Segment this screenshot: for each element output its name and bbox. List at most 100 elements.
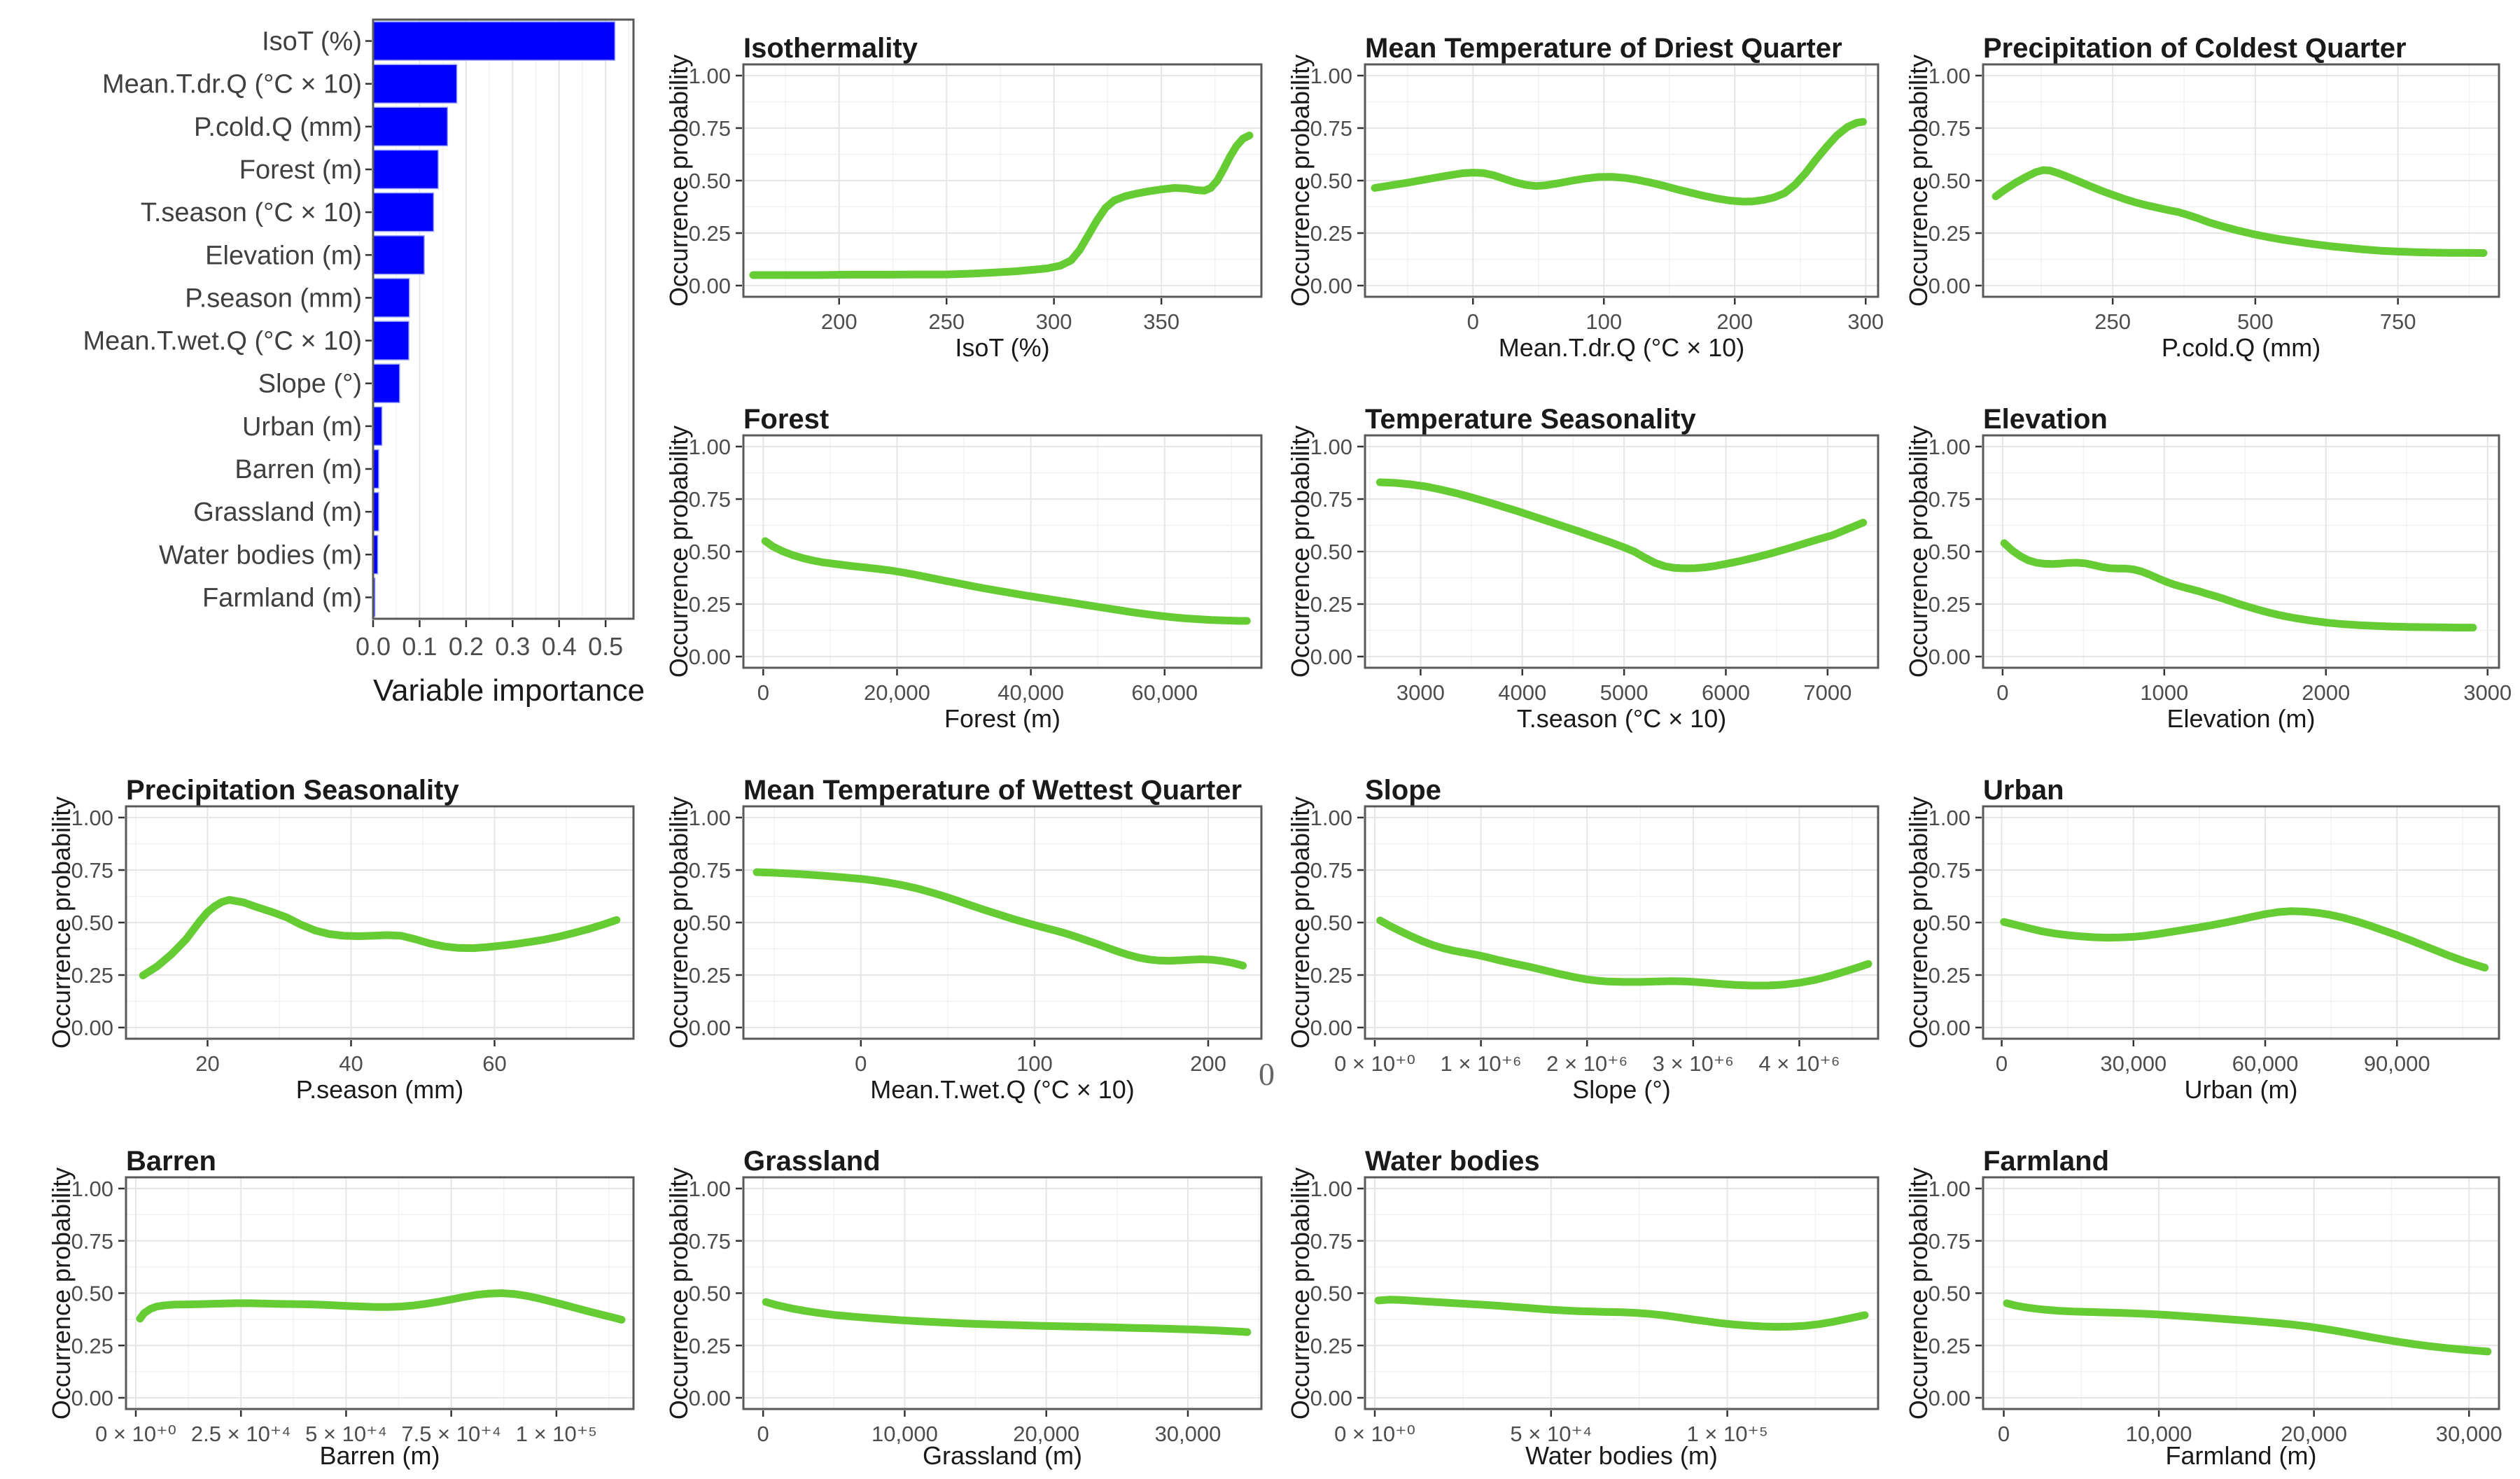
svg-text:Farmland (m): Farmland (m) bbox=[202, 583, 362, 612]
svg-text:0.75: 0.75 bbox=[1310, 116, 1352, 141]
svg-text:0.50: 0.50 bbox=[689, 1282, 731, 1306]
svg-text:90,000: 90,000 bbox=[2364, 1051, 2430, 1076]
svg-text:20,000: 20,000 bbox=[864, 680, 930, 705]
y-axis-title: Occurrence probability bbox=[1286, 425, 1315, 678]
svg-text:0.50: 0.50 bbox=[71, 1282, 113, 1306]
svg-text:0.00: 0.00 bbox=[1310, 1386, 1352, 1410]
svg-text:0.50: 0.50 bbox=[71, 911, 113, 935]
svg-text:0.00: 0.00 bbox=[71, 1016, 113, 1040]
svg-text:0.25: 0.25 bbox=[1310, 592, 1352, 617]
svg-text:0.75: 0.75 bbox=[1310, 858, 1352, 883]
svg-text:60,000: 60,000 bbox=[1131, 680, 1198, 705]
svg-text:0.25: 0.25 bbox=[1310, 963, 1352, 988]
svg-text:T.season (°C × 10): T.season (°C × 10) bbox=[141, 198, 362, 227]
panel-mean-t-driest: Mean Temperature of Driest Quarter Occur… bbox=[1286, 0, 1890, 371]
svg-text:10,000: 10,000 bbox=[2126, 1422, 2192, 1446]
svg-text:4000: 4000 bbox=[1498, 680, 1546, 705]
y-axis-title: Occurrence probability bbox=[1904, 425, 1933, 678]
panel-p-season: Precipitation Seasonality Occurrence pro… bbox=[42, 742, 665, 1113]
svg-text:0.00: 0.00 bbox=[71, 1386, 113, 1410]
svg-text:350: 350 bbox=[1143, 309, 1180, 334]
response-curve-plot: 0.00 0.25 0.50 0.75 1.00 0 × 10⁺⁰ 1 × 10⁺⁶ 2 × … bbox=[1310, 805, 1879, 1076]
y-axis-title: Occurrence probability bbox=[1904, 54, 1933, 307]
panel-t-season: Temperature Seasonality Occurrence proba… bbox=[1286, 371, 1890, 742]
svg-text:0.50: 0.50 bbox=[689, 169, 731, 193]
svg-text:0 × 10⁺⁰: 0 × 10⁺⁰ bbox=[1334, 1422, 1415, 1446]
svg-text:Slope (°): Slope (°) bbox=[258, 370, 362, 399]
response-curve-plot: 0.00 0.25 0.50 0.75 1.00 0 20,000 40,000 60,000 bbox=[689, 434, 1263, 705]
svg-text:0.4: 0.4 bbox=[542, 632, 577, 661]
x-axis-title: Grassland (m) bbox=[922, 1441, 1083, 1470]
svg-text:0.25: 0.25 bbox=[1928, 1333, 1970, 1358]
response-curve-plot: 0.00 0.25 0.50 0.75 1.00 0 10,000 20,000 30,000 bbox=[1928, 1176, 2502, 1446]
x-axis-title: Urban (m) bbox=[2184, 1075, 2298, 1104]
svg-text:300: 300 bbox=[1847, 309, 1884, 334]
response-curve-plot: 0.00 0.25 0.50 0.75 1.00 0 1000 2000 3000 bbox=[1928, 434, 2512, 705]
svg-text:0.50: 0.50 bbox=[1928, 540, 1970, 564]
svg-text:0.50: 0.50 bbox=[1310, 540, 1352, 564]
svg-text:0.50: 0.50 bbox=[1928, 169, 1970, 193]
svg-text:0.75: 0.75 bbox=[71, 1229, 113, 1254]
svg-text:1.00: 1.00 bbox=[71, 1177, 113, 1201]
x-axis-title: Forest (m) bbox=[944, 704, 1060, 733]
svg-text:100: 100 bbox=[1586, 309, 1622, 334]
svg-text:0.5: 0.5 bbox=[588, 632, 623, 661]
svg-text:0.50: 0.50 bbox=[1310, 1282, 1352, 1306]
svg-text:0.00: 0.00 bbox=[1928, 274, 1970, 298]
panel-title: Mean Temperature of Wettest Quarter bbox=[743, 775, 1242, 806]
svg-text:0: 0 bbox=[1996, 1051, 2008, 1076]
svg-text:100: 100 bbox=[1016, 1051, 1053, 1076]
svg-text:0.00: 0.00 bbox=[1928, 645, 1970, 669]
svg-text:0.3: 0.3 bbox=[495, 632, 530, 661]
y-axis-title: Occurrence probability bbox=[664, 1167, 693, 1420]
svg-text:Mean.T.dr.Q (°C × 10): Mean.T.dr.Q (°C × 10) bbox=[102, 70, 362, 99]
panel-title: Grassland bbox=[743, 1146, 881, 1177]
response-curve-plot: 0.00 0.25 0.50 0.75 1.00 250 500 750 bbox=[1928, 63, 2500, 334]
x-axis-title: T.season (°C × 10) bbox=[1516, 704, 1727, 733]
svg-text:0.75: 0.75 bbox=[689, 116, 731, 141]
y-axis-title: Occurrence probability bbox=[1286, 54, 1315, 307]
svg-text:Elevation (m): Elevation (m) bbox=[205, 241, 362, 270]
svg-text:0.00: 0.00 bbox=[1928, 1386, 1970, 1410]
svg-text:0.75: 0.75 bbox=[689, 1229, 731, 1254]
panel-variable-importance: IsoT (%) Mean.T.dr.Q (°C × 10) P.cold.Q (m… bbox=[0, 0, 665, 742]
svg-text:0.00: 0.00 bbox=[689, 645, 731, 669]
svg-text:0.0: 0.0 bbox=[356, 632, 391, 661]
panel-title: Water bodies bbox=[1365, 1146, 1540, 1177]
svg-text:0.25: 0.25 bbox=[1928, 963, 1970, 988]
svg-text:500: 500 bbox=[2237, 309, 2274, 334]
svg-text:0.25: 0.25 bbox=[71, 1333, 113, 1358]
svg-text:40,000: 40,000 bbox=[997, 680, 1064, 705]
svg-text:0.00: 0.00 bbox=[689, 1016, 731, 1040]
svg-text:250: 250 bbox=[2094, 309, 2131, 334]
svg-text:1.00: 1.00 bbox=[689, 435, 731, 459]
svg-text:Forest (m): Forest (m) bbox=[239, 155, 362, 185]
svg-text:1.00: 1.00 bbox=[1928, 64, 1970, 88]
svg-text:0.50: 0.50 bbox=[1310, 169, 1352, 193]
svg-text:3000: 3000 bbox=[2463, 680, 2512, 705]
panel-isothermality: Isothermality Occurrence probability 0.0… bbox=[664, 0, 1295, 371]
svg-text:0: 0 bbox=[1996, 680, 2008, 705]
x-axis-title: Barren (m) bbox=[319, 1441, 440, 1470]
svg-text:0.75: 0.75 bbox=[71, 858, 113, 883]
svg-text:200: 200 bbox=[821, 309, 858, 334]
svg-text:0.25: 0.25 bbox=[71, 963, 113, 988]
x-axis-title: Mean.T.wet.Q (°C × 10) bbox=[870, 1075, 1135, 1104]
panel-title: Farmland bbox=[1983, 1146, 2110, 1177]
svg-text:5 × 10⁺⁴: 5 × 10⁺⁴ bbox=[305, 1422, 387, 1446]
svg-text:0.50: 0.50 bbox=[689, 911, 731, 935]
svg-text:0.75: 0.75 bbox=[689, 858, 731, 883]
svg-text:0.25: 0.25 bbox=[689, 592, 731, 617]
response-curve-plot: 0.00 0.25 0.50 0.75 1.00 0 × 10⁺⁰ 5 × 10⁺⁴ 1 × … bbox=[1310, 1176, 1879, 1446]
svg-text:1.00: 1.00 bbox=[1310, 1177, 1352, 1201]
svg-text:60: 60 bbox=[482, 1051, 506, 1076]
svg-text:10,000: 10,000 bbox=[872, 1422, 938, 1446]
svg-text:Mean.T.wet.Q (°C × 10): Mean.T.wet.Q (°C × 10) bbox=[83, 327, 363, 356]
y-axis-title: Occurrence probability bbox=[47, 1167, 76, 1420]
svg-text:0.75: 0.75 bbox=[689, 487, 731, 512]
svg-text:1.00: 1.00 bbox=[689, 1177, 731, 1201]
svg-text:200: 200 bbox=[1190, 1051, 1226, 1076]
response-curve-plot: 0.00 0.25 0.50 0.75 1.00 0 100 200 bbox=[689, 805, 1263, 1076]
svg-text:0.25: 0.25 bbox=[1928, 221, 1970, 246]
